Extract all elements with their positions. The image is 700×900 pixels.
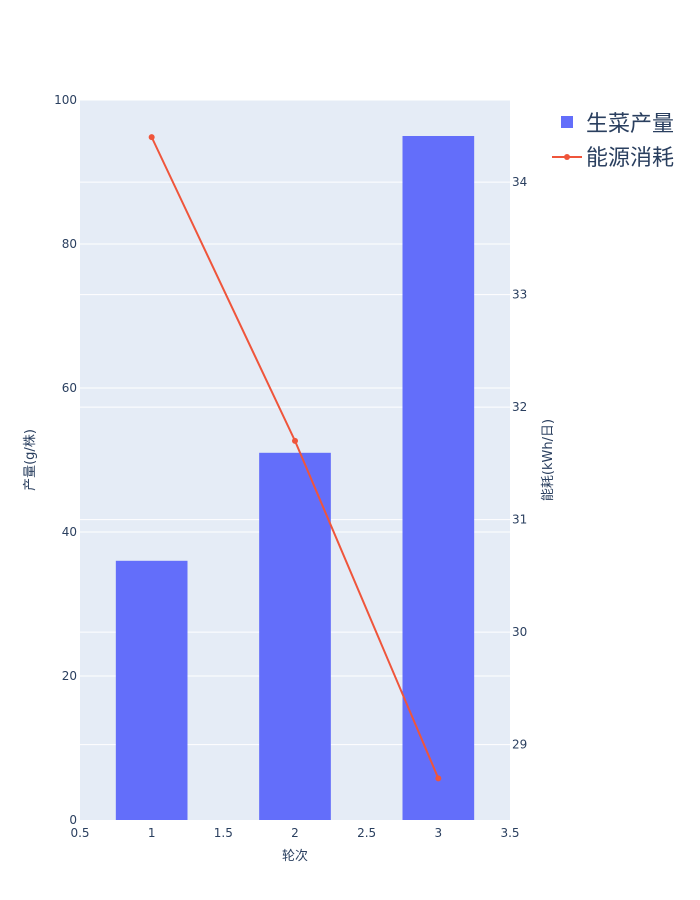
y2-axis-ticks: 29 30 31 32 33 34: [512, 175, 527, 752]
x-tick-label: 2: [291, 826, 299, 840]
x-tick-label: 0.5: [70, 826, 89, 840]
x-tick-label: 3.5: [500, 826, 519, 840]
legend[interactable]: 生菜产量 能源消耗: [552, 112, 674, 171]
line-point: [148, 134, 155, 141]
y-axis-ticks: 0 20 40 60 80 100: [54, 93, 77, 827]
y-tick-label: 0: [69, 813, 77, 827]
y-tick-label: 80: [62, 237, 77, 251]
y-tick-label: 20: [62, 669, 77, 683]
x-tick-label: 1: [148, 826, 156, 840]
x-tick-label: 1.5: [214, 826, 233, 840]
x-axis-title: 轮次: [282, 848, 308, 864]
x-axis-ticks: 0.5 1 1.5 2 2.5 3 3.5: [70, 826, 519, 840]
bar: [402, 136, 475, 820]
y2-tick-label: 30: [512, 625, 527, 639]
line-series: [148, 134, 442, 782]
legend-item-line[interactable]: 能源消耗: [552, 146, 674, 171]
y-axis-title: 产量(g/株): [23, 429, 38, 491]
y2-tick-label: 32: [512, 400, 527, 414]
bar-series: [115, 136, 475, 820]
y2-tick-label: 31: [512, 513, 527, 527]
x-tick-label: 3: [435, 826, 443, 840]
y2-tick-label: 34: [512, 175, 527, 189]
legend-line-marker: [564, 154, 570, 160]
legend-item-bar[interactable]: 生菜产量: [561, 112, 674, 137]
bar: [259, 452, 331, 820]
line-point: [435, 775, 442, 782]
y-tick-label: 100: [54, 93, 77, 107]
bar: [115, 560, 188, 820]
y-tick-label: 60: [62, 381, 77, 395]
x-tick-label: 2.5: [357, 826, 376, 840]
y-tick-label: 40: [62, 525, 77, 539]
legend-bar-label: 生菜产量: [586, 112, 674, 137]
y2-axis-title: 能耗(kWh/日): [541, 419, 556, 501]
y2-tick-label: 33: [512, 288, 527, 302]
legend-bar-swatch: [561, 116, 573, 128]
legend-line-label: 能源消耗: [586, 146, 674, 171]
line-point: [292, 437, 298, 444]
y2-tick-label: 29: [512, 738, 527, 752]
